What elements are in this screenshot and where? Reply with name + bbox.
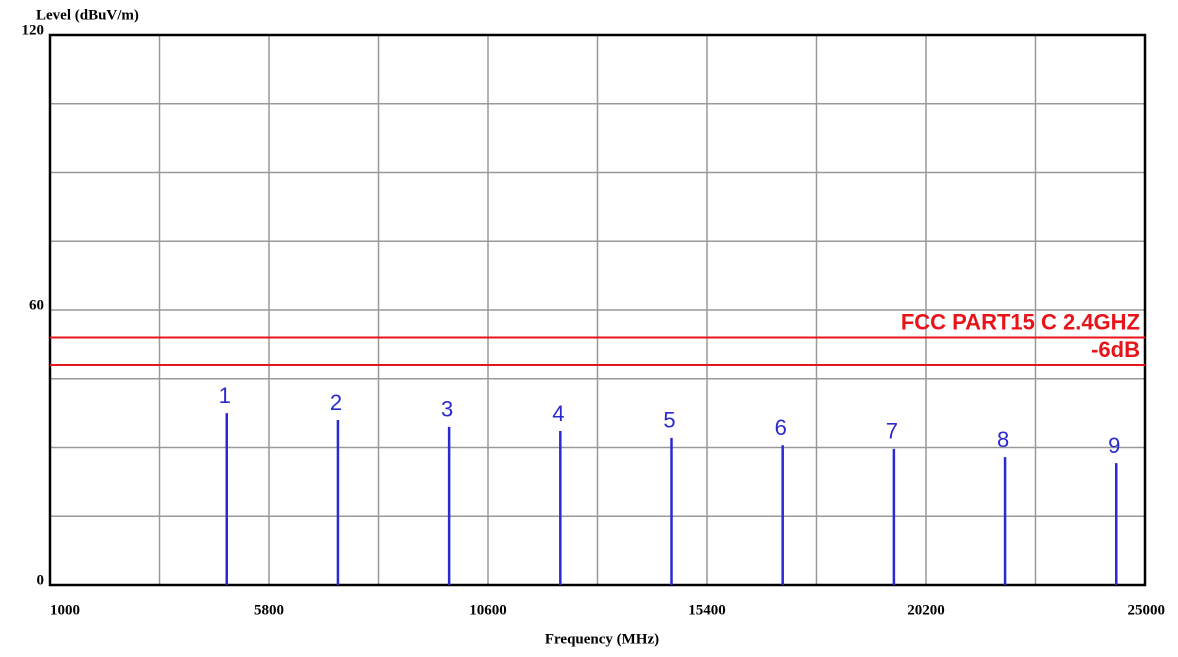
y-tick-label: 60 <box>29 297 44 313</box>
x-tick-label: 20200 <box>907 602 945 618</box>
marker-label: 2 <box>330 390 342 415</box>
x-tick-label: 15400 <box>688 602 726 618</box>
limit-label: -6dB <box>1091 337 1140 362</box>
marker-label: 7 <box>886 419 898 444</box>
marker-label: 5 <box>663 408 675 433</box>
marker-label: 9 <box>1108 433 1120 458</box>
x-axis-title: Frequency (MHz) <box>545 631 659 647</box>
marker-label: 6 <box>775 415 787 440</box>
x-tick-label: 5800 <box>254 602 284 618</box>
marker-label: 4 <box>552 401 564 426</box>
y-tick-label: 0 <box>37 572 45 588</box>
marker-label: 1 <box>219 383 231 408</box>
y-tick-label: 120 <box>22 22 45 38</box>
marker-label: 8 <box>997 427 1009 452</box>
marker-label: 3 <box>441 397 453 422</box>
plot-frame <box>48 33 1147 587</box>
limit-label: FCC PART15 C 2.4GHZ <box>901 309 1140 334</box>
y-axis-title: Level (dBuV/m) <box>36 7 139 23</box>
x-tick-label: 10600 <box>469 602 507 618</box>
x-tick-label: 1000 <box>50 602 80 618</box>
x-tick-label: 25000 <box>1128 602 1166 618</box>
